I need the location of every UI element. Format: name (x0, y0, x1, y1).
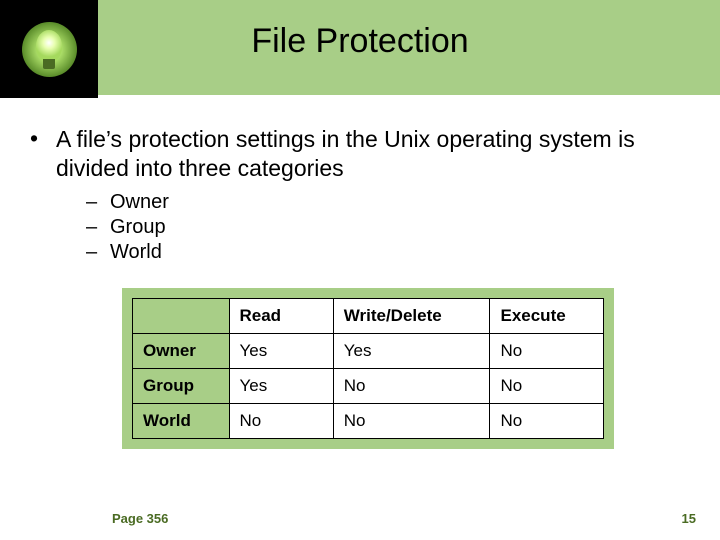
sub-bullet: – World (86, 241, 700, 264)
column-header: Read (229, 298, 333, 333)
table-cell: Yes (229, 368, 333, 403)
main-bullet-text: A file’s protection settings in the Unix… (56, 125, 700, 183)
row-header: World (133, 403, 230, 438)
column-header: Write/Delete (333, 298, 490, 333)
table-cell: No (490, 368, 604, 403)
permissions-table: Read Write/Delete Execute Owner Yes Yes … (132, 298, 604, 439)
sub-bullet: – Owner (86, 191, 700, 214)
main-bullet: • A file’s protection settings in the Un… (30, 125, 700, 183)
column-header: Execute (490, 298, 604, 333)
table-cell: No (229, 403, 333, 438)
sub-bullet-text: World (110, 241, 162, 264)
table-row: World No No No (133, 403, 604, 438)
table-cell: No (490, 333, 604, 368)
table-cell: No (333, 368, 490, 403)
bullet-dot: • (30, 125, 56, 183)
slide-number: 15 (682, 511, 696, 526)
slide-body: • A file’s protection settings in the Un… (0, 95, 720, 449)
table-row: Owner Yes Yes No (133, 333, 604, 368)
table-cell: No (490, 403, 604, 438)
slide-title: File Protection (0, 22, 720, 61)
row-header: Group (133, 368, 230, 403)
header-banner: File Protection (0, 0, 720, 95)
sub-bullet-text: Owner (110, 191, 169, 214)
dash-icon: – (86, 216, 110, 239)
page-reference: Page 356 (112, 511, 168, 526)
permissions-table-panel: Read Write/Delete Execute Owner Yes Yes … (122, 288, 614, 449)
dash-icon: – (86, 191, 110, 214)
table-header-row: Read Write/Delete Execute (133, 298, 604, 333)
table-cell: Yes (229, 333, 333, 368)
row-header: Owner (133, 333, 230, 368)
table-corner-cell (133, 298, 230, 333)
sub-bullet: – Group (86, 216, 700, 239)
sub-bullet-list: – Owner – Group – World (86, 191, 700, 264)
sub-bullet-text: Group (110, 216, 166, 239)
table-cell: No (333, 403, 490, 438)
dash-icon: – (86, 241, 110, 264)
table-row: Group Yes No No (133, 368, 604, 403)
table-cell: Yes (333, 333, 490, 368)
